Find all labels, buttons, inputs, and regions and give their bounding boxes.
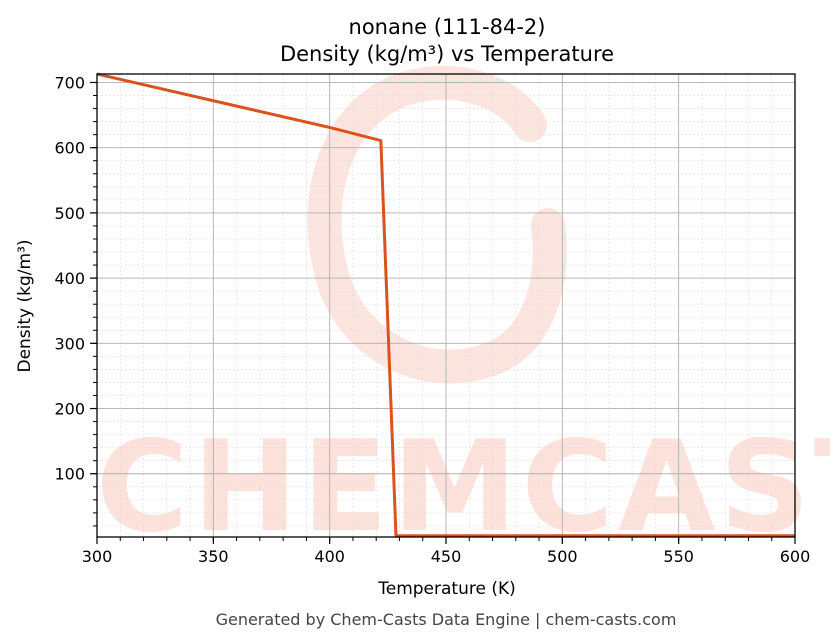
- series-layer: [96, 72, 795, 538]
- y-tick-label: 100: [54, 465, 85, 484]
- chart-subtitle: Density (kg/m³) vs Temperature: [280, 42, 614, 66]
- y-tick-label: 400: [54, 269, 85, 288]
- x-tick-label: 500: [547, 547, 578, 566]
- x-tick-label: 600: [780, 547, 811, 566]
- x-axis-ticks: 300 350 400 450 500 550 600: [82, 537, 811, 566]
- y-tick-label: 200: [54, 400, 85, 419]
- watermark-logo: CHEMCASTS: [96, 65, 830, 560]
- x-tick-label: 400: [314, 547, 345, 566]
- y-tick-label: 300: [54, 334, 85, 353]
- x-tick-label: 550: [663, 547, 694, 566]
- y-tick-label: 500: [54, 204, 85, 223]
- chart-title: nonane (111-84-2): [349, 15, 546, 39]
- y-tick-label: 600: [54, 139, 85, 158]
- footer-credit: Generated by Chem-Casts Data Engine | ch…: [216, 610, 677, 629]
- x-axis-label: Temperature (K): [377, 579, 516, 599]
- x-tick-label: 350: [198, 547, 229, 566]
- series-line-density: [96, 72, 795, 538]
- y-axis-label: Density (kg/m³): [15, 239, 35, 372]
- x-tick-label: 300: [82, 547, 113, 566]
- x-tick-label: 450: [431, 547, 462, 566]
- y-axis-ticks: 100 200 300 400 500 600 700: [54, 73, 97, 527]
- y-tick-label: 700: [54, 73, 85, 92]
